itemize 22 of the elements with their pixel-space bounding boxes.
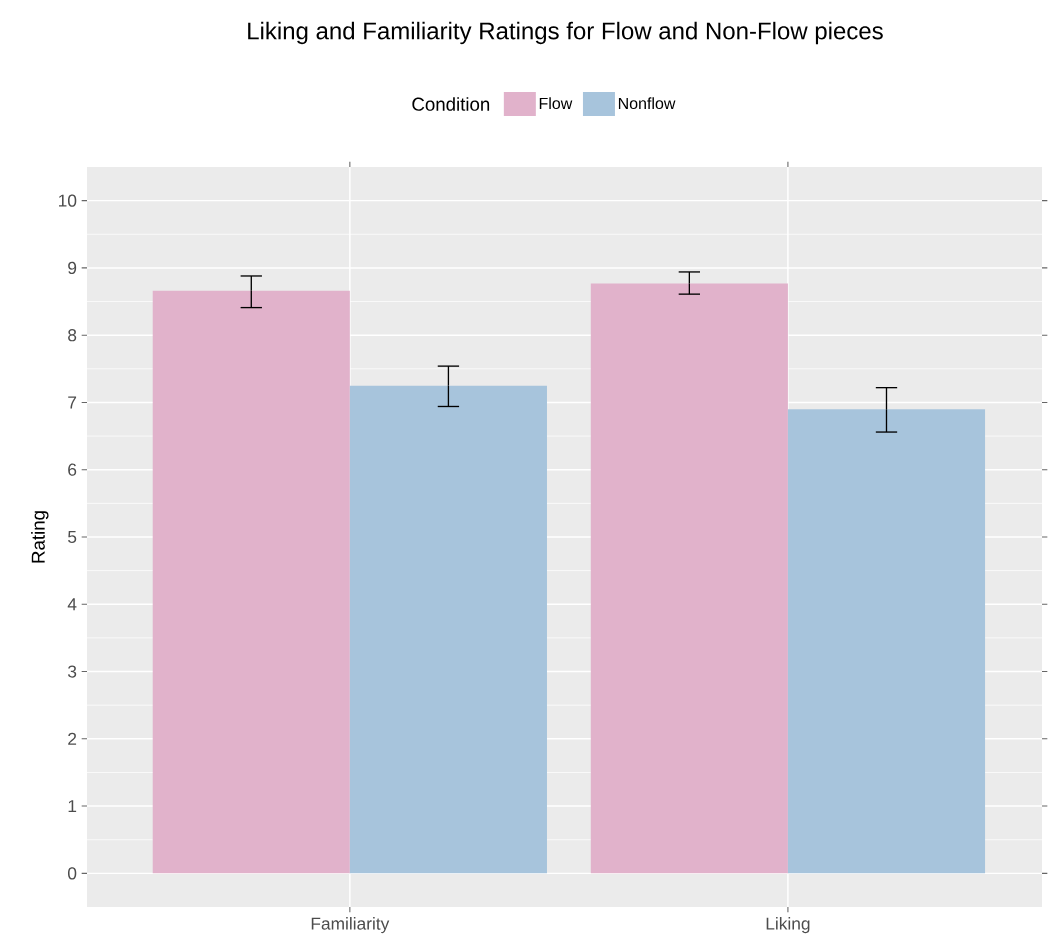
y-tick-label: 1 xyxy=(68,800,77,813)
y-tick-label: 0 xyxy=(67,867,77,880)
bar xyxy=(152,290,350,874)
legend-label: Nonflow xyxy=(618,97,676,110)
y-tick-label: 8 xyxy=(68,329,77,342)
y-tick-label: 4 xyxy=(67,598,77,611)
chart-title: Liking and Familiarity Ratings for Flow and Non-Flow pieces xyxy=(248,21,883,45)
x-tick-label: Familiarity xyxy=(311,917,390,934)
y-tick-label: 2 xyxy=(68,732,77,745)
y-tick-label: 3 xyxy=(67,665,77,678)
y-tick-label: 6 xyxy=(68,463,77,476)
y-tick-label: 9 xyxy=(68,261,77,275)
y-tick-label: 10 xyxy=(59,194,77,207)
y-tick-label: 7 xyxy=(68,396,77,409)
bar xyxy=(590,283,788,874)
bar xyxy=(787,409,986,874)
y-tick-label: 5 xyxy=(68,530,77,544)
y-axis-title: Rating xyxy=(31,511,49,563)
legend-title: Condition xyxy=(412,97,490,111)
x-tick-label: Liking xyxy=(766,917,810,934)
legend-label: Flow xyxy=(539,97,573,110)
bar xyxy=(349,385,547,874)
